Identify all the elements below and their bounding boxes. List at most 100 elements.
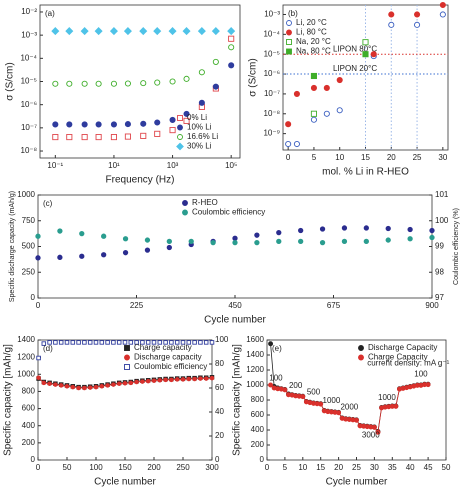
marker xyxy=(124,121,131,128)
marker xyxy=(276,229,282,236)
marker xyxy=(70,340,76,345)
x-tick-label: 10 xyxy=(335,153,344,162)
marker xyxy=(276,238,282,245)
y-tick-label: 10⁻⁷ xyxy=(21,123,37,132)
x-tick-label: 10 xyxy=(298,463,307,472)
x-tick-label: 10¹ xyxy=(108,161,120,170)
annotation: 2000 xyxy=(340,403,358,412)
reference-label: LIPON 80°C xyxy=(333,44,377,53)
legend-marker xyxy=(358,345,364,351)
legend-label: Discharge Capacity xyxy=(368,343,437,352)
marker xyxy=(81,134,88,141)
x-tick-label: 10⁵ xyxy=(225,161,237,170)
y2-tick-label: 40 xyxy=(215,407,224,416)
marker xyxy=(385,225,391,232)
legend-label: R-HEO xyxy=(192,198,218,207)
y-tick-label: 600 xyxy=(251,410,265,419)
x-tick-label: 20 xyxy=(387,153,396,162)
marker xyxy=(64,384,70,389)
marker xyxy=(363,238,369,245)
annotation: 100 xyxy=(414,370,428,379)
marker xyxy=(323,84,330,91)
marker xyxy=(99,384,105,389)
y2-tick-label: 100 xyxy=(435,216,449,225)
y-tick-label: 800 xyxy=(251,395,265,404)
marker xyxy=(128,380,134,386)
marker xyxy=(57,254,63,260)
legend-label: 16.6% Li xyxy=(187,132,218,141)
marker xyxy=(53,340,58,345)
annotation: 1000 xyxy=(378,393,396,402)
x-tick-label: 10⁻¹ xyxy=(47,161,63,170)
legend-marker xyxy=(177,115,183,121)
marker xyxy=(439,1,446,9)
y-axis-title: Specific capacity [mAh/g] xyxy=(232,344,243,456)
marker xyxy=(123,27,132,36)
marker xyxy=(166,238,172,245)
x-tick-label: 100 xyxy=(89,463,103,472)
y-tick-label: 10⁻⁸ xyxy=(264,109,281,118)
annotation: current density: mA g⁻¹ xyxy=(367,358,449,367)
marker xyxy=(169,377,174,383)
legend-label: Charge capacity xyxy=(134,343,192,352)
legend-marker xyxy=(177,124,183,131)
x-tick-label: 25 xyxy=(352,463,361,472)
panel-label: (a) xyxy=(45,9,55,18)
y-tick-label: 1000 xyxy=(17,190,35,199)
marker xyxy=(180,340,186,345)
annotation: 3000 xyxy=(362,430,380,439)
y-tick-label: 1000 xyxy=(17,369,35,378)
y-tick-label: 10⁻⁷ xyxy=(264,89,280,98)
marker xyxy=(163,340,168,345)
marker xyxy=(87,340,93,345)
marker xyxy=(154,130,161,137)
marker xyxy=(153,27,162,36)
marker xyxy=(35,255,41,261)
marker xyxy=(57,228,63,234)
y-tick-label: 800 xyxy=(22,387,36,396)
legend-marker xyxy=(124,364,130,370)
marker xyxy=(134,340,139,345)
y-tick-label: 10⁻³ xyxy=(21,30,37,39)
marker xyxy=(429,234,435,241)
marker xyxy=(35,233,41,239)
marker xyxy=(211,27,220,36)
marker xyxy=(414,21,421,28)
marker xyxy=(105,383,110,388)
legend-label: Na, 80 °C xyxy=(296,47,331,56)
marker xyxy=(209,340,215,345)
x-tick-label: 0 xyxy=(265,463,270,472)
marker xyxy=(429,227,435,234)
marker xyxy=(183,110,190,117)
y-tick-label: 250 xyxy=(22,267,36,276)
marker xyxy=(363,225,369,231)
marker xyxy=(144,237,151,243)
legend-marker xyxy=(286,48,292,55)
panel-label: (c) xyxy=(43,199,53,208)
panel-label: (e) xyxy=(272,344,282,353)
marker xyxy=(362,39,369,46)
legend-marker xyxy=(358,354,364,361)
x-tick-label: 5 xyxy=(312,153,317,162)
y-tick-label: 1000 xyxy=(246,380,264,389)
marker xyxy=(124,133,131,140)
y2-tick-label: 20 xyxy=(215,431,224,440)
marker xyxy=(52,121,59,128)
y-tick-label: 1600 xyxy=(246,335,264,344)
marker xyxy=(66,121,73,128)
marker xyxy=(111,382,116,387)
marker xyxy=(300,394,306,400)
marker xyxy=(151,378,157,383)
marker xyxy=(186,340,192,345)
marker xyxy=(293,90,300,97)
marker xyxy=(66,80,73,87)
marker xyxy=(154,119,161,126)
marker xyxy=(140,80,147,87)
marker xyxy=(110,80,117,87)
marker xyxy=(36,375,41,380)
marker xyxy=(111,340,116,345)
marker xyxy=(36,355,41,361)
y2-tick-label: 100 xyxy=(215,335,229,344)
annotation: 500 xyxy=(307,388,321,397)
legend-marker xyxy=(124,354,130,361)
